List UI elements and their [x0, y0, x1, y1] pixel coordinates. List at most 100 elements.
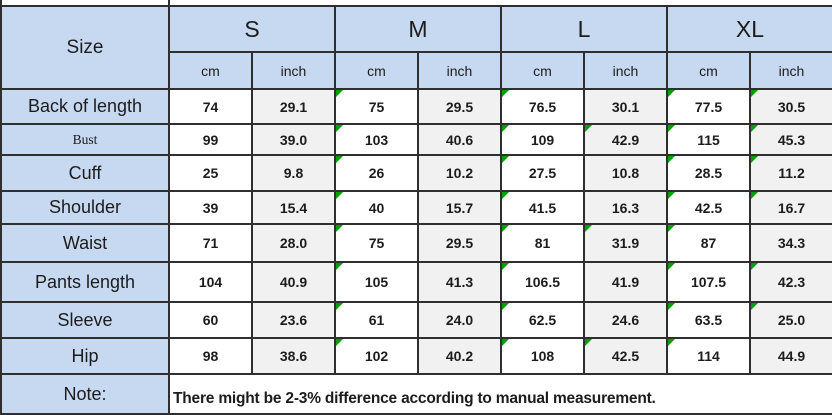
value-cell: 28.5: [666, 154, 751, 192]
value-cell: 41.3: [417, 261, 502, 303]
value-cell: 41.5: [500, 190, 585, 225]
value-cell: 40: [334, 190, 419, 225]
value-cell: 40.2: [417, 337, 502, 375]
unit-header-inch: inch: [251, 51, 336, 90]
value-cell: 11.2: [749, 154, 832, 192]
value-cell: 77.5: [666, 88, 751, 125]
value-cell: 62.5: [500, 301, 585, 339]
row-label: Cuff: [0, 154, 170, 192]
value-cell: 74: [168, 88, 253, 125]
value-cell: 42.3: [749, 261, 832, 303]
value-cell: 114: [666, 337, 751, 375]
table-row: Pants length 104 40.9 105 41.3 106.5 41.…: [0, 261, 832, 303]
value-cell: 102: [334, 337, 419, 375]
value-cell: 26: [334, 154, 419, 192]
value-cell: 24.6: [583, 301, 668, 339]
col-group-m: M: [334, 5, 502, 53]
value-cell: 99: [168, 123, 253, 156]
row-label: Back of length: [0, 88, 170, 125]
row-label: Bust: [0, 123, 170, 156]
value-cell: 107.5: [666, 261, 751, 303]
value-cell: 61: [334, 301, 419, 339]
value-cell: 81: [500, 223, 585, 263]
value-cell: 108: [500, 337, 585, 375]
value-cell: 34.3: [749, 223, 832, 263]
unit-header-inch: inch: [583, 51, 668, 90]
table-row: Bust 99 39.0 103 40.6 109 42.9 115 45.3: [0, 123, 832, 156]
row-label: Waist: [0, 223, 170, 263]
unit-header-inch: inch: [417, 51, 502, 90]
cutoff-cell: [0, 0, 170, 7]
value-cell: 104: [168, 261, 253, 303]
value-cell: 41.9: [583, 261, 668, 303]
value-cell: 42.9: [583, 123, 668, 156]
value-cell: 25: [168, 154, 253, 192]
value-cell: 63.5: [666, 301, 751, 339]
value-cell: 115: [666, 123, 751, 156]
unit-header-cm: cm: [334, 51, 419, 90]
col-group-xl: XL: [666, 5, 832, 53]
table-row: Hip 98 38.6 102 40.2 108 42.5 114 44.9: [0, 337, 832, 375]
row-label: Hip: [0, 337, 170, 375]
note-text: There might be 2-3% difference according…: [168, 373, 832, 415]
value-cell: 30.5: [749, 88, 832, 125]
value-cell: 40.6: [417, 123, 502, 156]
value-cell: 29.5: [417, 223, 502, 263]
note-row: Note: There might be 2-3% difference acc…: [0, 373, 832, 415]
table-row: Sleeve 60 23.6 61 24.0 62.5 24.6 63.5 25…: [0, 301, 832, 339]
value-cell: 27.5: [500, 154, 585, 192]
value-cell: 25.0: [749, 301, 832, 339]
table-row: Cuff 25 9.8 26 10.2 27.5 10.8 28.5 11.2: [0, 154, 832, 192]
size-header-row: Size S M L XL: [0, 5, 832, 90]
value-cell: 75: [334, 88, 419, 125]
value-cell: 16.3: [583, 190, 668, 225]
value-cell: 44.9: [749, 337, 832, 375]
table-row: Back of length 74 29.1 75 29.5 76.5 30.1…: [0, 88, 832, 125]
value-cell: 87: [666, 223, 751, 263]
value-cell: 39.0: [251, 123, 336, 156]
value-cell: 31.9: [583, 223, 668, 263]
table-row: Shoulder 39 15.4 40 15.7 41.5 16.3 42.5 …: [0, 190, 832, 225]
value-cell: 42.5: [583, 337, 668, 375]
value-cell: 60: [168, 301, 253, 339]
row-label: Shoulder: [0, 190, 170, 225]
value-cell: 106.5: [500, 261, 585, 303]
value-cell: 23.6: [251, 301, 336, 339]
value-cell: 75: [334, 223, 419, 263]
value-cell: 109: [500, 123, 585, 156]
value-cell: 40.9: [251, 261, 336, 303]
value-cell: 24.0: [417, 301, 502, 339]
value-cell: 98: [168, 337, 253, 375]
value-cell: 45.3: [749, 123, 832, 156]
row-label: Pants length: [0, 261, 170, 303]
value-cell: 10.8: [583, 154, 668, 192]
value-cell: 16.7: [749, 190, 832, 225]
value-cell: 15.7: [417, 190, 502, 225]
value-cell: 29.1: [251, 88, 336, 125]
unit-header-cm: cm: [500, 51, 585, 90]
row-label: Sleeve: [0, 301, 170, 339]
value-cell: 105: [334, 261, 419, 303]
value-cell: 38.6: [251, 337, 336, 375]
col-group-l: L: [500, 5, 668, 53]
value-cell: 9.8: [251, 154, 336, 192]
note-text-content: There might be 2-3% difference according…: [173, 390, 656, 407]
unit-header-cm: cm: [168, 51, 253, 90]
table-row: Waist 71 28.0 75 29.5 81 31.9 87 34.3: [0, 223, 832, 263]
note-label: Note:: [0, 373, 170, 415]
col-group-s: S: [168, 5, 336, 53]
units-row: cm inch cm inch cm inch cm inch: [1, 51, 832, 90]
unit-header-cm: cm: [666, 51, 751, 90]
value-cell: 42.5: [666, 190, 751, 225]
value-cell: 71: [168, 223, 253, 263]
value-cell: 15.4: [251, 190, 336, 225]
value-cell: 30.1: [583, 88, 668, 125]
unit-header-inch: inch: [749, 51, 832, 90]
size-header-cell: Size: [0, 5, 170, 90]
value-cell: 29.5: [417, 88, 502, 125]
value-cell: 10.2: [417, 154, 502, 192]
value-cell: 103: [334, 123, 419, 156]
value-cell: 76.5: [500, 88, 585, 125]
value-cell: 39: [168, 190, 253, 225]
